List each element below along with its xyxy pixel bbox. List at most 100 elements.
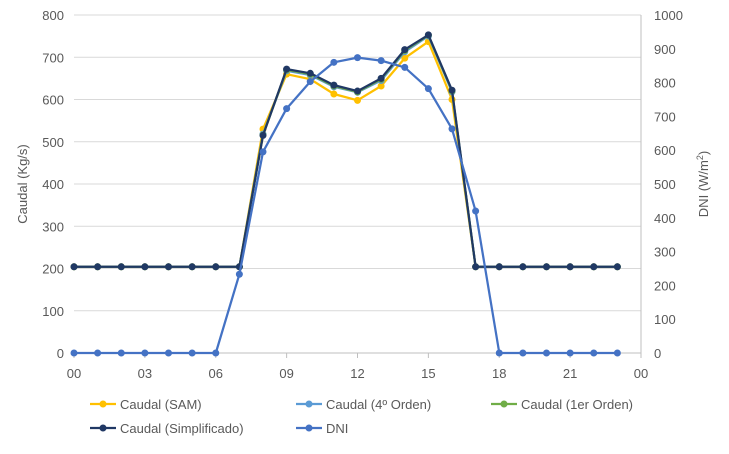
y-axis-right-label-main: DNI (W/m: [696, 160, 711, 217]
data-point: [566, 263, 574, 271]
legend-entry: Caudal (SAM): [90, 397, 202, 412]
x-tick-label: 18: [492, 366, 506, 381]
y-left-tick-label: 800: [42, 8, 64, 23]
legend: Caudal (SAM) Caudal (4º Orden) Caudal (1er…: [90, 397, 633, 436]
data-point: [259, 131, 267, 139]
legend-entry: Caudal (Simplificado): [90, 421, 244, 436]
data-point: [519, 349, 527, 357]
x-tick-label: 06: [209, 366, 223, 381]
data-point: [117, 263, 125, 271]
y-axis-left-label: Caudal (Kg/s): [15, 144, 30, 223]
data-point: [212, 349, 220, 357]
data-point: [354, 96, 361, 104]
y-right-tick-label: 200: [654, 278, 676, 293]
data-point: [354, 54, 361, 62]
y-right-tick-label: 400: [654, 211, 676, 226]
data-point: [330, 81, 338, 89]
data-point: [613, 349, 621, 357]
data-point: [401, 54, 409, 62]
series-4: [70, 54, 621, 357]
data-point: [613, 263, 621, 271]
y-right-tick-label: 1000: [654, 8, 683, 23]
legend-label: Caudal (Simplificado): [120, 421, 244, 436]
right-axis-ticks: 0 100 200 300 400 500 600 700 800 900 1000: [654, 8, 683, 361]
data-point: [188, 349, 196, 357]
series-line: [74, 34, 618, 268]
data-point: [590, 349, 598, 357]
legend-marker: [99, 424, 107, 432]
y-left-tick-label: 100: [42, 304, 64, 319]
y-left-tick-label: 400: [42, 177, 64, 192]
data-point: [472, 207, 480, 215]
legend-label: Caudal (SAM): [120, 397, 202, 412]
y-left-tick-label: 500: [42, 135, 64, 150]
data-point: [472, 263, 480, 271]
data-point: [330, 90, 338, 98]
y-right-tick-label: 700: [654, 109, 676, 124]
series-line: [74, 33, 618, 268]
data-point: [401, 46, 409, 54]
data-point: [566, 349, 574, 357]
data-point: [235, 270, 243, 278]
y-left-tick-label: 0: [57, 346, 64, 361]
legend-label: DNI: [326, 421, 348, 436]
y-axis-right-label: DNI (W/m2): [695, 151, 711, 217]
legend-entry: Caudal (1er Orden): [491, 397, 633, 412]
data-point: [377, 74, 385, 82]
y-left-tick-label: 700: [42, 50, 64, 65]
data-point: [141, 263, 149, 271]
data-point: [94, 263, 102, 271]
data-point: [283, 105, 291, 113]
data-point: [401, 63, 409, 71]
plot-area: [70, 31, 621, 357]
y-right-tick-label: 900: [654, 42, 676, 57]
y-axis-right-label-sup: 2: [695, 155, 705, 160]
x-axis-ticks: 00 03 06 09 12 15 18 21 00: [67, 366, 648, 381]
legend-marker: [305, 400, 313, 408]
x-tick-label: 12: [350, 366, 364, 381]
legend-entry: DNI: [296, 421, 348, 436]
y-right-tick-label: 100: [654, 312, 676, 327]
series-0: [70, 38, 621, 271]
x-tick-label: 00: [634, 366, 648, 381]
data-point: [377, 57, 385, 65]
data-point: [590, 263, 598, 271]
data-point: [424, 85, 432, 93]
x-tick-label: 21: [563, 366, 577, 381]
data-point: [70, 263, 78, 271]
data-point: [377, 82, 385, 90]
data-point: [448, 86, 456, 94]
data-point: [259, 148, 267, 156]
data-point: [495, 349, 503, 357]
y-right-tick-label: 600: [654, 143, 676, 158]
data-point: [94, 349, 102, 357]
left-axis-ticks: 0 100 200 300 400 500 600 700 800: [42, 8, 64, 361]
series-1: [70, 32, 621, 271]
y-left-tick-label: 300: [42, 219, 64, 234]
y-right-tick-label: 0: [654, 346, 661, 361]
y-right-tick-label: 800: [654, 76, 676, 91]
axes: [73, 15, 642, 358]
legend-label: Caudal (1er Orden): [521, 397, 633, 412]
data-point: [354, 87, 361, 95]
data-point: [330, 58, 338, 66]
data-point: [306, 69, 314, 77]
data-point: [495, 263, 503, 271]
series-line: [74, 40, 618, 268]
data-point: [424, 31, 432, 39]
data-point: [117, 349, 125, 357]
data-point: [283, 65, 291, 73]
series-line: [74, 56, 618, 355]
series-3: [70, 31, 621, 271]
data-point: [165, 349, 172, 357]
data-point: [543, 349, 550, 357]
data-point: [165, 263, 172, 271]
data-point: [448, 125, 456, 133]
data-point: [70, 349, 78, 357]
y-left-tick-label: 600: [42, 93, 64, 108]
legend-marker: [99, 400, 107, 408]
data-point: [543, 263, 550, 271]
x-tick-label: 03: [138, 366, 152, 381]
legend-marker: [500, 400, 508, 408]
